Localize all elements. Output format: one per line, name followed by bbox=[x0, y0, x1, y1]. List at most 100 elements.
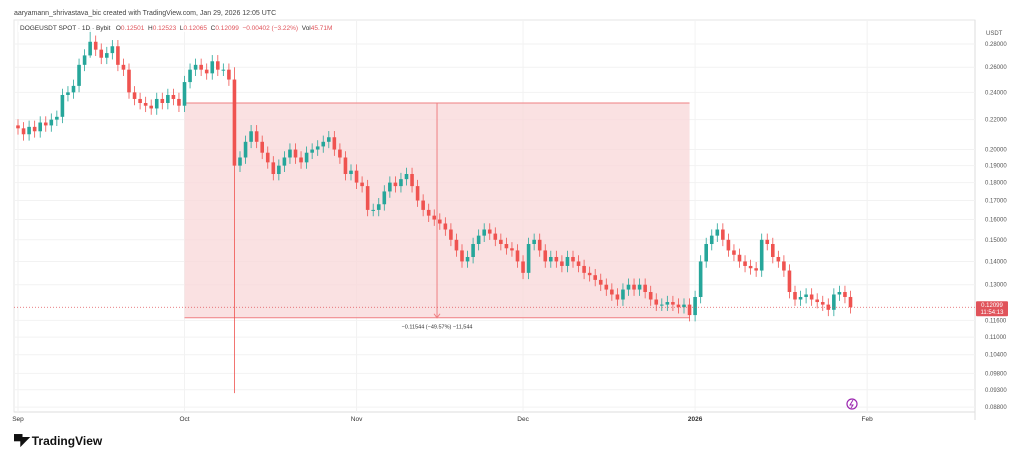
candle-body bbox=[388, 182, 392, 192]
candle-body bbox=[449, 229, 453, 240]
candle-body bbox=[560, 261, 564, 266]
last-price-value: 0.12099 bbox=[981, 303, 1003, 309]
candle-body bbox=[804, 294, 808, 297]
y-tick-label: 0.24000 bbox=[985, 90, 1007, 96]
candle-body bbox=[265, 152, 270, 163]
symbol-name[interactable]: DOGEUSDT SPOT · 1D · Bybit bbox=[20, 25, 111, 32]
candle-body bbox=[243, 141, 248, 158]
candle-body bbox=[554, 256, 559, 262]
axis-unit: USDT bbox=[986, 31, 1003, 37]
candle-body bbox=[77, 64, 81, 86]
candle-body bbox=[743, 261, 747, 266]
candle-body bbox=[549, 256, 553, 262]
candle-body bbox=[43, 122, 48, 126]
candle-body bbox=[232, 79, 237, 166]
volume-value: 45.71M bbox=[310, 25, 333, 32]
candle-body bbox=[820, 302, 825, 305]
arrow-head-icon bbox=[433, 313, 441, 319]
x-tick-label: 2026 bbox=[688, 416, 703, 423]
candle-body bbox=[149, 105, 153, 109]
candle-body bbox=[288, 149, 292, 158]
candle-body bbox=[110, 46, 115, 54]
high-label: H bbox=[148, 25, 153, 32]
y-tick-label: 0.16000 bbox=[985, 218, 1007, 224]
y-tick-label: 0.10400 bbox=[985, 353, 1007, 359]
candle-body bbox=[621, 289, 625, 300]
candle-body bbox=[582, 265, 586, 273]
candle-body bbox=[332, 137, 337, 150]
candle-body bbox=[227, 69, 231, 80]
y-tick-label: 0.18000 bbox=[985, 181, 1007, 187]
candle-body bbox=[304, 152, 309, 163]
candle-body bbox=[499, 239, 503, 245]
candle-body bbox=[371, 209, 375, 211]
y-tick-label: 0.19000 bbox=[985, 164, 1007, 170]
tradingview-logo-icon: ▀◤ bbox=[14, 434, 30, 448]
candle-body bbox=[293, 149, 298, 158]
candle-body bbox=[687, 304, 692, 316]
candle-body bbox=[271, 162, 276, 175]
candle-body bbox=[21, 128, 26, 135]
last-price-tag bbox=[976, 301, 1008, 317]
candle-body bbox=[648, 292, 653, 300]
candle-body bbox=[765, 239, 770, 245]
candle-body bbox=[127, 69, 131, 93]
candle-body bbox=[260, 141, 264, 153]
candle-body bbox=[55, 116, 59, 120]
y-tick-label: 0.26000 bbox=[985, 65, 1007, 71]
candle-body bbox=[843, 292, 847, 297]
candle-body bbox=[693, 296, 697, 316]
candle-body bbox=[471, 244, 475, 257]
high-value: 0.12523 bbox=[152, 25, 177, 32]
candle-body bbox=[382, 191, 387, 205]
candle-body bbox=[776, 256, 781, 262]
candle-body bbox=[193, 64, 198, 70]
candle-body bbox=[709, 235, 714, 245]
candle-body bbox=[88, 41, 92, 56]
candle-body bbox=[643, 284, 647, 293]
candle-body bbox=[432, 215, 437, 220]
candle-body bbox=[537, 239, 542, 251]
candle-body bbox=[815, 299, 819, 303]
tradingview-logo: ▀◤ TradingView bbox=[14, 434, 102, 448]
candle-body bbox=[532, 239, 536, 245]
volume-label: Vol bbox=[301, 25, 311, 32]
open-value: 0.12501 bbox=[120, 25, 145, 32]
candle-body bbox=[71, 85, 76, 93]
candle-body bbox=[826, 304, 831, 310]
candle-body bbox=[576, 261, 581, 266]
candle-body bbox=[166, 94, 170, 103]
y-tick-label: 0.11600 bbox=[985, 318, 1007, 324]
candle-body bbox=[721, 229, 725, 240]
candle-body bbox=[354, 170, 359, 183]
candle-body bbox=[393, 182, 398, 187]
x-tick-label: Sep bbox=[12, 416, 24, 423]
candle-body bbox=[493, 233, 498, 240]
candle-body bbox=[315, 146, 320, 150]
candle-body bbox=[598, 279, 603, 285]
candle-body bbox=[38, 122, 42, 132]
close-label: C bbox=[210, 25, 216, 32]
candle-body bbox=[771, 244, 775, 257]
candle-body bbox=[188, 69, 192, 83]
candle-body bbox=[809, 294, 814, 300]
candle-body bbox=[49, 119, 54, 126]
candle-body bbox=[93, 41, 98, 50]
candle-body bbox=[365, 186, 370, 210]
candle-body bbox=[32, 126, 37, 132]
candle-body bbox=[676, 304, 681, 308]
x-tick-label: Feb bbox=[862, 416, 874, 423]
x-tick-label: Dec bbox=[517, 416, 529, 423]
low-value: 0.12065 bbox=[183, 25, 207, 32]
candle-body bbox=[848, 296, 853, 308]
candle-body bbox=[543, 250, 548, 262]
purple-lightning-icon[interactable] bbox=[846, 398, 858, 410]
candle-body bbox=[216, 61, 220, 70]
y-tick-label: 0.22000 bbox=[985, 118, 1007, 124]
candle-body bbox=[682, 304, 686, 308]
candle-body bbox=[376, 204, 381, 210]
candle-body bbox=[715, 229, 720, 236]
candle-body bbox=[116, 46, 120, 65]
candle-body bbox=[132, 92, 137, 99]
